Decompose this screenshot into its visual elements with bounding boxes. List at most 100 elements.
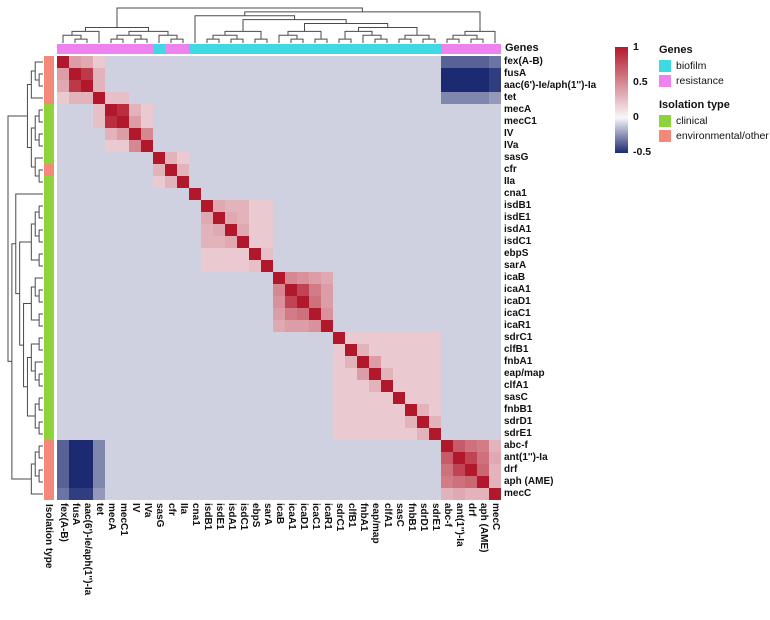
- heatmap-cell: [273, 260, 285, 272]
- heatmap-cell: [345, 176, 357, 188]
- heatmap-cell: [81, 188, 93, 200]
- isolation-annotation-cell: [44, 356, 54, 368]
- heatmap-cell: [333, 464, 345, 476]
- heatmap-cell: [93, 236, 105, 248]
- heatmap-cell: [177, 104, 189, 116]
- heatmap-cell: [417, 80, 429, 92]
- heatmap-cell: [309, 404, 321, 416]
- heatmap-cell: [453, 380, 465, 392]
- heatmap-cell: [141, 92, 153, 104]
- heatmap-cell: [189, 380, 201, 392]
- heatmap-cell: [117, 164, 129, 176]
- heatmap-cell: [453, 392, 465, 404]
- heatmap-cell: [153, 476, 165, 488]
- isolation-legend-title: Isolation type: [659, 99, 730, 111]
- heatmap-cell: [357, 452, 369, 464]
- heatmap-cell: [477, 452, 489, 464]
- heatmap-cell: [153, 152, 165, 164]
- heatmap-cell: [285, 368, 297, 380]
- isolation-annotation-cell: [44, 296, 54, 308]
- heatmap-cell: [189, 392, 201, 404]
- heatmap-cell: [465, 104, 477, 116]
- heatmap-cell: [165, 104, 177, 116]
- heatmap-cell: [93, 476, 105, 488]
- heatmap-cell: [249, 80, 261, 92]
- heatmap-cell: [369, 320, 381, 332]
- heatmap-cell: [261, 104, 273, 116]
- row-label: aac(6')-Ie/aph(1'')-Ia: [504, 80, 597, 91]
- heatmap-cell: [357, 140, 369, 152]
- heatmap-cell: [237, 152, 249, 164]
- heatmap-cell: [297, 284, 309, 296]
- heatmap-cell: [201, 464, 213, 476]
- row-label: isdA1: [504, 224, 532, 235]
- heatmap-cell: [105, 428, 117, 440]
- heatmap-cell: [465, 236, 477, 248]
- heatmap-cell: [189, 296, 201, 308]
- heatmap-cell: [129, 368, 141, 380]
- heatmap-cell: [261, 476, 273, 488]
- heatmap-cell: [129, 380, 141, 392]
- genes-annotation-cell: [153, 44, 165, 54]
- heatmap-cell: [393, 344, 405, 356]
- heatmap-cell: [285, 68, 297, 80]
- heatmap-cell: [117, 320, 129, 332]
- heatmap-cell: [69, 284, 81, 296]
- heatmap-cell: [477, 248, 489, 260]
- heatmap-cell: [225, 332, 237, 344]
- heatmap-cell: [237, 476, 249, 488]
- heatmap-cell: [237, 248, 249, 260]
- row-label: clfB1: [504, 344, 529, 355]
- heatmap-cell: [273, 272, 285, 284]
- heatmap-cell: [93, 176, 105, 188]
- heatmap-cell: [201, 164, 213, 176]
- isolation-annotation-cell: [44, 200, 54, 212]
- heatmap-cell: [177, 380, 189, 392]
- heatmap-cell: [441, 368, 453, 380]
- heatmap-cell: [117, 236, 129, 248]
- heatmap-cell: [405, 464, 417, 476]
- heatmap-cell: [381, 392, 393, 404]
- heatmap-cell: [345, 296, 357, 308]
- heatmap-cell: [249, 440, 261, 452]
- genes-legend-items: biofilm resistance: [659, 60, 724, 87]
- heatmap-cell: [273, 488, 285, 500]
- heatmap-cell: [153, 428, 165, 440]
- genes-annotation-cell: [357, 44, 369, 54]
- heatmap-cell: [357, 188, 369, 200]
- isolation-annotation-label: Isolation type: [43, 504, 54, 569]
- row-label: fnbA1: [504, 356, 533, 367]
- heatmap-cell: [477, 404, 489, 416]
- heatmap-cell: [261, 212, 273, 224]
- heatmap-cell: [357, 212, 369, 224]
- heatmap-cell: [249, 464, 261, 476]
- heatmap-cell: [189, 116, 201, 128]
- heatmap-cell: [489, 440, 501, 452]
- heatmap-cell: [225, 452, 237, 464]
- column-label: IV: [130, 503, 141, 513]
- heatmap-cell: [477, 236, 489, 248]
- heatmap-cell: [369, 272, 381, 284]
- heatmap-cell: [141, 56, 153, 68]
- heatmap-cell: [165, 284, 177, 296]
- heatmap-cell: [165, 464, 177, 476]
- heatmap-cell: [309, 236, 321, 248]
- heatmap-cell: [465, 188, 477, 200]
- heatmap-cell: [357, 488, 369, 500]
- heatmap-cell: [273, 392, 285, 404]
- heatmap-cell: [417, 152, 429, 164]
- heatmap-cell: [309, 452, 321, 464]
- heatmap-cell: [321, 332, 333, 344]
- heatmap-cell: [237, 452, 249, 464]
- heatmap-cell: [381, 368, 393, 380]
- heatmap-cell: [213, 296, 225, 308]
- heatmap-cell: [213, 488, 225, 500]
- heatmap-cell: [309, 176, 321, 188]
- heatmap-cell: [321, 224, 333, 236]
- heatmap-cell: [477, 116, 489, 128]
- heatmap-cell: [309, 224, 321, 236]
- heatmap-cell: [297, 488, 309, 500]
- heatmap-cell: [393, 452, 405, 464]
- heatmap-cell: [309, 284, 321, 296]
- heatmap-cell: [201, 404, 213, 416]
